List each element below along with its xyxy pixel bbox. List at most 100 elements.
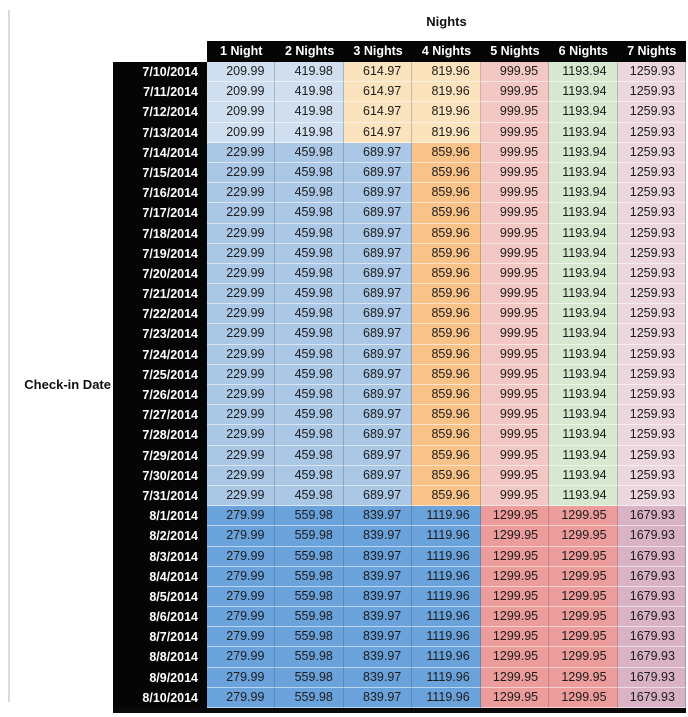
price-cell[interactable]: 999.95 [480, 344, 550, 365]
price-cell[interactable]: 689.97 [343, 162, 413, 184]
price-cell[interactable]: 229.99 [207, 324, 276, 345]
date-cell[interactable]: 8/5/2014 [113, 586, 207, 608]
price-cell[interactable]: 819.96 [412, 62, 481, 83]
price-cell[interactable]: 279.99 [207, 627, 276, 648]
price-cell[interactable]: 839.97 [343, 546, 413, 567]
price-cell[interactable]: 1679.93 [617, 687, 686, 708]
price-cell[interactable]: 229.99 [207, 344, 276, 365]
price-cell[interactable]: 859.96 [412, 183, 481, 204]
price-cell[interactable]: 689.97 [343, 425, 413, 446]
price-cell[interactable]: 279.99 [207, 526, 276, 547]
date-cell[interactable]: 8/6/2014 [113, 607, 207, 628]
price-cell[interactable]: 1679.93 [617, 526, 686, 547]
price-cell[interactable]: 1259.93 [617, 122, 686, 143]
price-cell[interactable]: 1299.95 [480, 586, 550, 608]
price-cell[interactable]: 689.97 [343, 445, 413, 466]
price-cell[interactable]: 1679.93 [617, 667, 686, 688]
price-cell[interactable]: 999.95 [480, 102, 550, 123]
price-cell[interactable]: 1299.95 [549, 687, 618, 708]
price-cell[interactable]: 819.96 [412, 82, 481, 103]
price-cell[interactable]: 279.99 [207, 667, 276, 688]
price-cell[interactable]: 839.97 [343, 627, 413, 648]
price-cell[interactable]: 689.97 [343, 284, 413, 305]
date-cell[interactable]: 7/12/2014 [113, 102, 207, 123]
price-cell[interactable]: 999.95 [480, 243, 550, 264]
price-cell[interactable]: 689.97 [343, 203, 413, 224]
price-cell[interactable]: 859.96 [412, 162, 481, 184]
price-cell[interactable]: 1193.94 [549, 364, 618, 385]
price-cell[interactable]: 1299.95 [480, 546, 550, 567]
price-cell[interactable]: 229.99 [207, 385, 276, 406]
price-cell[interactable]: 999.95 [480, 162, 550, 184]
price-cell[interactable]: 1119.96 [412, 647, 481, 668]
price-cell[interactable]: 1299.95 [480, 667, 550, 688]
price-cell[interactable]: 999.95 [480, 142, 550, 163]
price-cell[interactable]: 1679.93 [617, 566, 686, 587]
price-cell[interactable]: 689.97 [343, 485, 413, 507]
date-cell[interactable]: 7/28/2014 [113, 425, 207, 446]
price-cell[interactable]: 559.98 [275, 566, 344, 587]
price-cell[interactable]: 279.99 [207, 546, 276, 567]
date-cell[interactable]: 8/3/2014 [113, 546, 207, 567]
date-cell[interactable]: 8/10/2014 [113, 687, 207, 708]
date-cell[interactable]: 8/7/2014 [113, 627, 207, 648]
price-cell[interactable]: 1259.93 [617, 183, 686, 204]
price-cell[interactable]: 859.96 [412, 445, 481, 466]
price-cell[interactable]: 1299.95 [480, 506, 550, 527]
price-cell[interactable]: 1193.94 [549, 344, 618, 365]
price-cell[interactable]: 999.95 [480, 364, 550, 385]
price-cell[interactable]: 559.98 [275, 667, 344, 688]
price-cell[interactable]: 459.98 [275, 243, 344, 264]
price-cell[interactable]: 859.96 [412, 425, 481, 446]
date-cell[interactable]: 7/22/2014 [113, 304, 207, 325]
price-cell[interactable]: 1193.94 [549, 82, 618, 103]
price-cell[interactable]: 689.97 [343, 223, 413, 244]
price-cell[interactable]: 459.98 [275, 203, 344, 224]
price-cell[interactable]: 229.99 [207, 425, 276, 446]
price-cell[interactable]: 1259.93 [617, 142, 686, 163]
price-cell[interactable]: 229.99 [207, 304, 276, 325]
price-cell[interactable]: 1193.94 [549, 304, 618, 325]
date-cell[interactable]: 7/27/2014 [113, 405, 207, 426]
price-cell[interactable]: 999.95 [480, 445, 550, 466]
price-cell[interactable]: 459.98 [275, 485, 344, 507]
price-cell[interactable]: 1299.95 [549, 586, 618, 608]
price-cell[interactable]: 859.96 [412, 142, 481, 163]
price-cell[interactable]: 459.98 [275, 223, 344, 244]
price-cell[interactable]: 459.98 [275, 142, 344, 163]
price-cell[interactable]: 229.99 [207, 162, 276, 184]
price-cell[interactable]: 1119.96 [412, 506, 481, 527]
price-cell[interactable]: 999.95 [480, 284, 550, 305]
price-cell[interactable]: 689.97 [343, 304, 413, 325]
price-cell[interactable]: 459.98 [275, 284, 344, 305]
date-cell[interactable]: 8/9/2014 [113, 667, 207, 688]
price-cell[interactable]: 279.99 [207, 647, 276, 668]
price-cell[interactable]: 1259.93 [617, 304, 686, 325]
price-cell[interactable]: 459.98 [275, 445, 344, 466]
price-cell[interactable]: 999.95 [480, 385, 550, 406]
price-cell[interactable]: 614.97 [343, 82, 413, 103]
price-cell[interactable]: 1193.94 [549, 324, 618, 345]
price-cell[interactable]: 229.99 [207, 183, 276, 204]
price-cell[interactable]: 1259.93 [617, 405, 686, 426]
price-cell[interactable]: 999.95 [480, 425, 550, 446]
price-cell[interactable]: 209.99 [207, 122, 276, 143]
price-cell[interactable]: 1259.93 [617, 284, 686, 305]
price-cell[interactable]: 1259.93 [617, 465, 686, 486]
price-cell[interactable]: 1119.96 [412, 607, 481, 628]
price-cell[interactable]: 1259.93 [617, 344, 686, 365]
price-cell[interactable]: 1259.93 [617, 102, 686, 123]
price-cell[interactable]: 1259.93 [617, 62, 686, 83]
price-cell[interactable]: 999.95 [480, 405, 550, 426]
price-cell[interactable]: 459.98 [275, 405, 344, 426]
date-cell[interactable]: 7/26/2014 [113, 385, 207, 406]
price-cell[interactable]: 999.95 [480, 485, 550, 507]
price-cell[interactable]: 859.96 [412, 203, 481, 224]
price-cell[interactable]: 1259.93 [617, 425, 686, 446]
date-cell[interactable]: 7/29/2014 [113, 445, 207, 466]
date-cell[interactable]: 7/24/2014 [113, 344, 207, 365]
price-cell[interactable]: 859.96 [412, 284, 481, 305]
date-cell[interactable]: 7/21/2014 [113, 284, 207, 305]
price-cell[interactable]: 839.97 [343, 506, 413, 527]
column-header-cell[interactable]: 3 Nights [353, 44, 403, 58]
